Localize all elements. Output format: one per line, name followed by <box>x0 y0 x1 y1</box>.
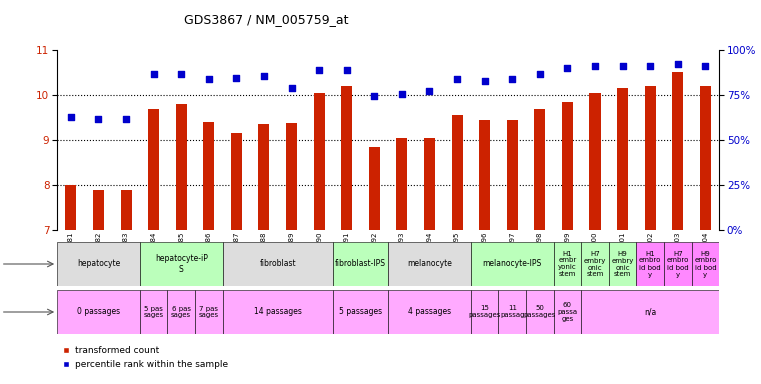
Bar <box>57 290 140 334</box>
Text: GDS3867 / NM_005759_at: GDS3867 / NM_005759_at <box>184 13 349 26</box>
Bar <box>341 86 352 230</box>
Bar <box>369 147 380 230</box>
Bar <box>479 120 490 230</box>
Text: H9
embry
onic
stem: H9 embry onic stem <box>611 250 634 278</box>
Point <box>616 63 629 69</box>
Text: hepatocyte: hepatocyte <box>77 260 120 268</box>
Point <box>148 71 160 77</box>
Bar <box>424 138 435 230</box>
Bar <box>314 93 325 230</box>
Bar <box>609 242 636 286</box>
Bar <box>388 242 471 286</box>
Point <box>285 85 298 91</box>
Text: 7 pas
sages: 7 pas sages <box>199 306 219 318</box>
Point <box>423 88 435 94</box>
Bar <box>333 290 388 334</box>
Bar <box>581 242 609 286</box>
Point <box>258 73 270 79</box>
Bar <box>167 290 195 334</box>
Bar <box>57 242 140 286</box>
Bar <box>471 290 498 334</box>
Point <box>451 76 463 82</box>
Point <box>175 71 187 77</box>
Bar <box>195 290 222 334</box>
Point <box>644 63 656 69</box>
Point <box>65 114 77 120</box>
Text: H7
embro
id bod
y: H7 embro id bod y <box>667 250 689 278</box>
Bar <box>93 190 104 230</box>
Point <box>562 65 574 71</box>
Bar <box>617 88 628 230</box>
Bar <box>451 115 463 230</box>
Bar <box>203 122 215 230</box>
Point <box>589 63 601 69</box>
Bar <box>553 242 581 286</box>
Point <box>479 78 491 84</box>
Text: melanocyte-IPS: melanocyte-IPS <box>482 260 542 268</box>
Bar <box>562 102 573 230</box>
Bar <box>65 185 76 230</box>
Text: fibroblast-IPS: fibroblast-IPS <box>335 260 386 268</box>
Point <box>120 116 132 122</box>
Point <box>92 116 104 122</box>
Bar <box>590 93 600 230</box>
Point <box>672 61 684 68</box>
Text: 5 pas
sages: 5 pas sages <box>144 306 164 318</box>
Bar <box>498 290 526 334</box>
Bar <box>148 109 159 230</box>
Text: 11
passag: 11 passag <box>500 306 524 318</box>
Text: 14 passages: 14 passages <box>254 308 301 316</box>
Point <box>506 76 518 82</box>
Point <box>313 67 325 73</box>
Text: H1
embr
yonic
stem: H1 embr yonic stem <box>558 250 577 278</box>
Text: H7
embry
onic
stem: H7 embry onic stem <box>584 250 607 278</box>
Bar <box>333 242 388 286</box>
Bar <box>396 138 407 230</box>
Bar <box>664 242 692 286</box>
Bar <box>140 242 222 286</box>
Bar <box>553 290 581 334</box>
Bar <box>120 190 132 230</box>
Bar <box>692 242 719 286</box>
Bar <box>471 242 553 286</box>
Bar <box>581 290 719 334</box>
Text: H1
embro
id bod
y: H1 embro id bod y <box>639 250 661 278</box>
Text: 5 passages: 5 passages <box>339 308 382 316</box>
Point <box>231 75 243 81</box>
Bar <box>286 123 297 230</box>
Bar <box>259 124 269 230</box>
Text: 4 passages: 4 passages <box>408 308 451 316</box>
Point <box>368 93 380 99</box>
Text: 0 passages: 0 passages <box>77 308 120 316</box>
Text: melanocyte: melanocyte <box>407 260 452 268</box>
Bar <box>534 109 546 230</box>
Bar <box>636 242 664 286</box>
Text: 6 pas
sages: 6 pas sages <box>171 306 191 318</box>
Legend: transformed count, percentile rank within the sample: transformed count, percentile rank withi… <box>62 346 228 369</box>
Bar <box>388 290 471 334</box>
Text: 15
passages: 15 passages <box>469 306 501 318</box>
Point <box>341 67 353 73</box>
Bar <box>222 290 333 334</box>
Bar <box>507 120 517 230</box>
Bar <box>231 133 242 230</box>
Text: 50
passages: 50 passages <box>524 306 556 318</box>
Text: n/a: n/a <box>644 308 656 316</box>
Bar <box>140 290 167 334</box>
Bar <box>672 73 683 230</box>
Point <box>533 71 546 77</box>
Point <box>396 91 408 97</box>
Text: 60
passa
ges: 60 passa ges <box>557 302 578 322</box>
Bar <box>645 86 656 230</box>
Bar <box>526 290 553 334</box>
Bar <box>176 104 186 230</box>
Text: H9
embro
id bod
y: H9 embro id bod y <box>694 250 717 278</box>
Text: hepatocyte-iP
S: hepatocyte-iP S <box>154 254 208 274</box>
Bar <box>700 86 711 230</box>
Text: fibroblast: fibroblast <box>260 260 296 268</box>
Point <box>699 63 712 69</box>
Bar <box>222 242 333 286</box>
Point <box>202 76 215 82</box>
